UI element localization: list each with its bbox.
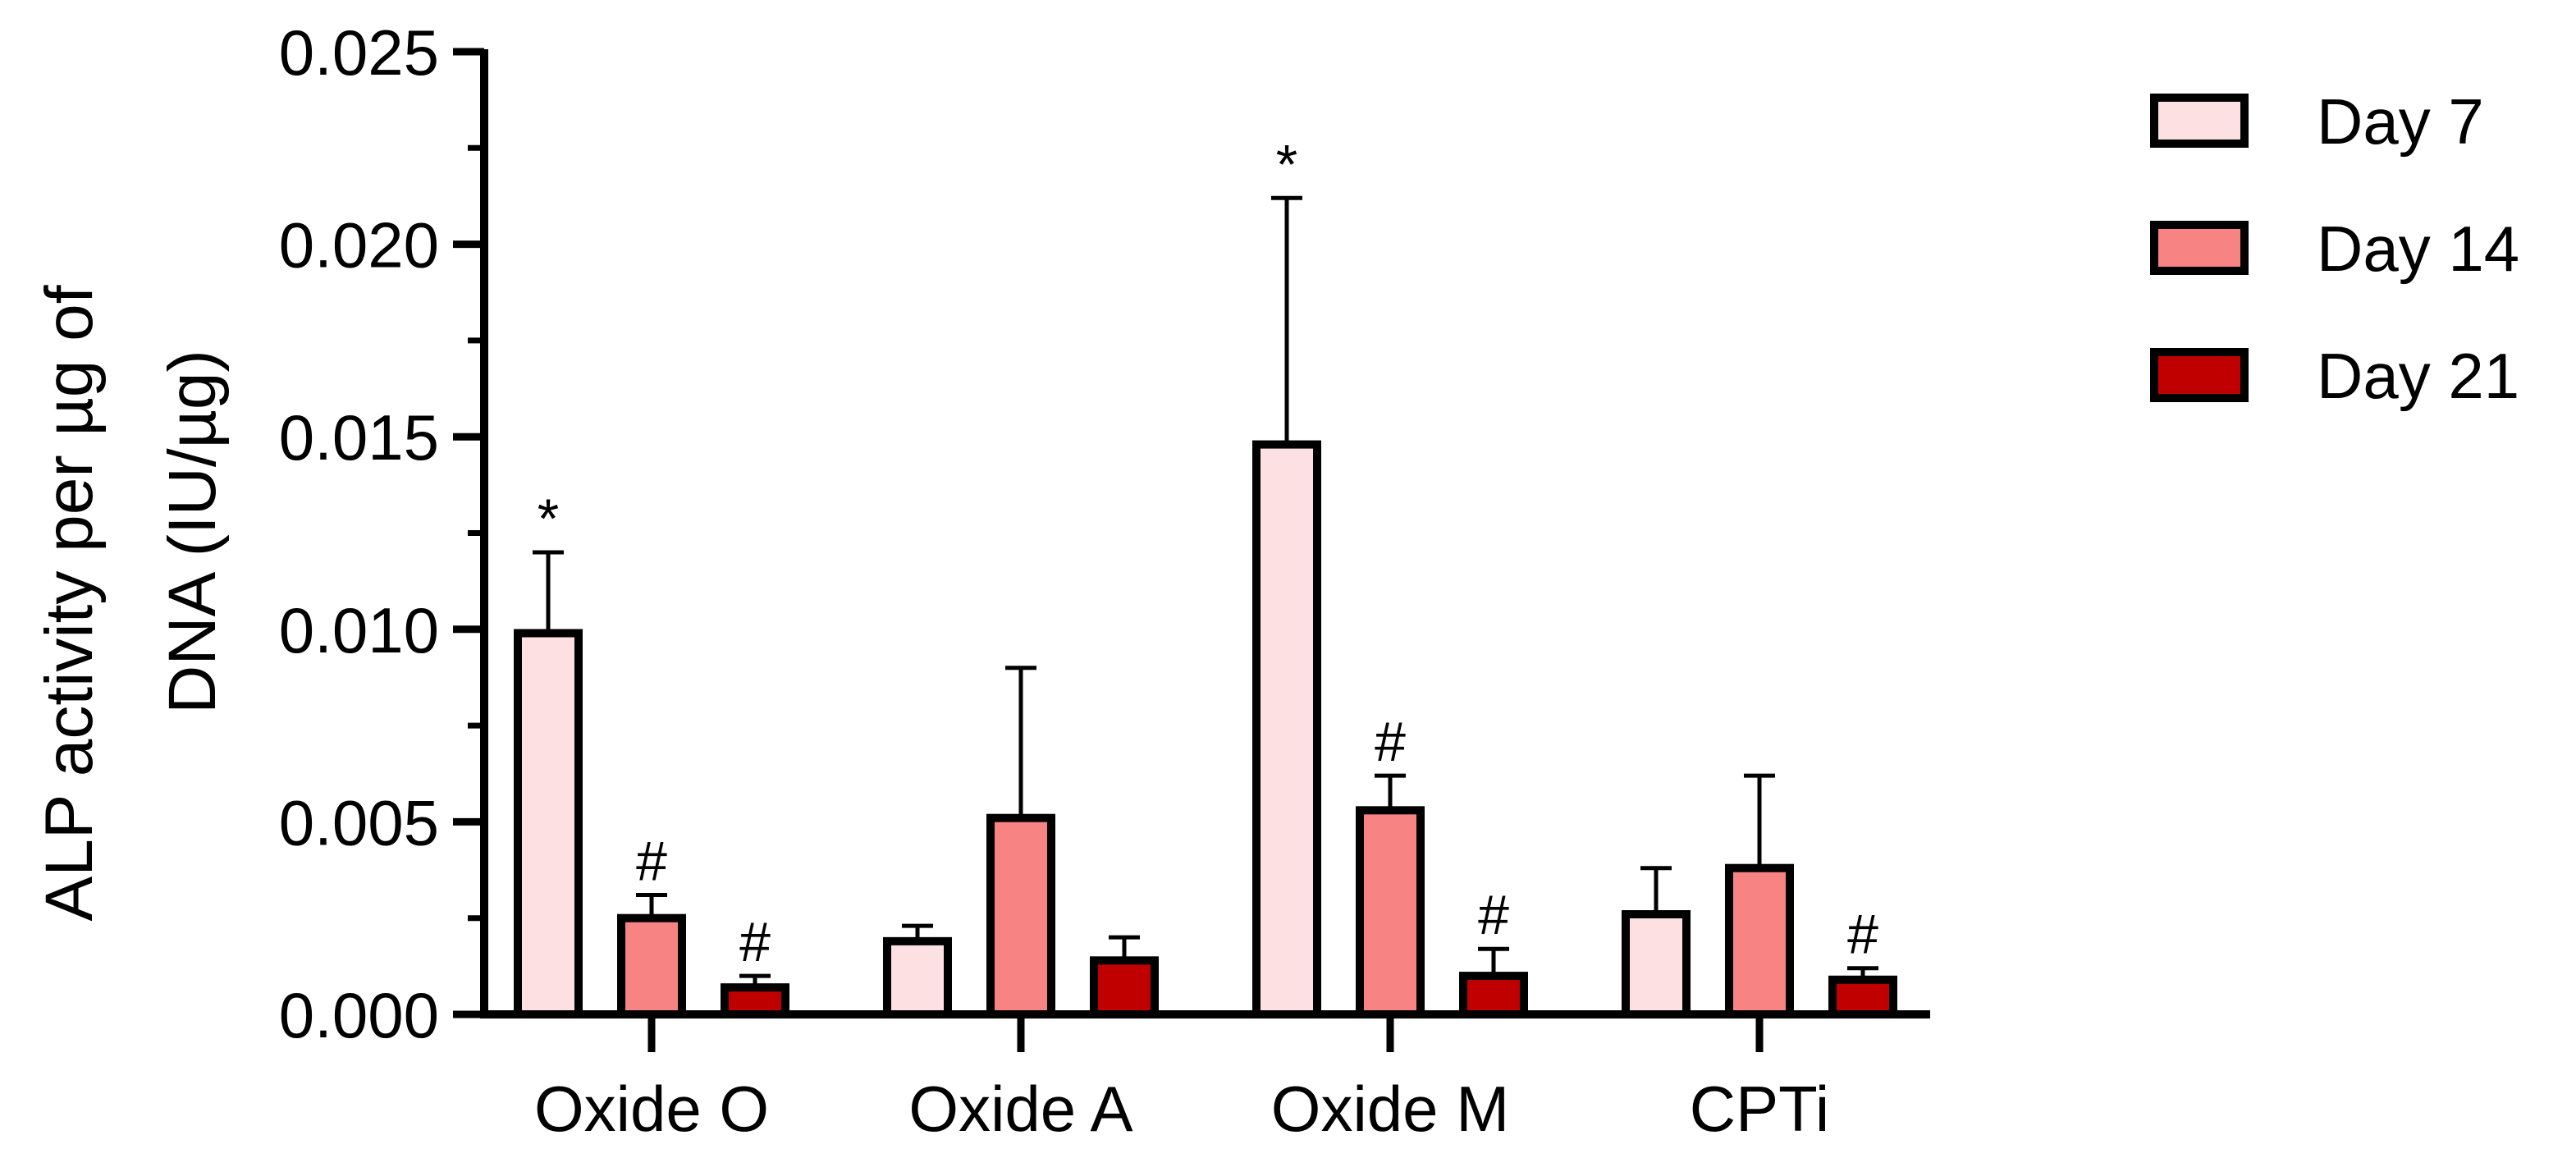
y-axis-title-line-1: ALP activity per µg of (32, 285, 107, 921)
bar-oxide-a-day-21 (1090, 956, 1159, 1019)
y-tick-label-3: 0.015 (279, 401, 439, 474)
legend-swatch-day-21 (2150, 348, 2249, 402)
bar-oxide-a-day-7 (883, 936, 952, 1019)
bar-cpti-day-14 (1725, 863, 1794, 1018)
y-axis-title-line-2: DNA (IU/µg) (155, 350, 230, 714)
axes-layer: 0.000 0.005 0.010 0.015 0.020 0.025 Oxide O Oxi… (279, 16, 1930, 1145)
annotation-oxide-o-day-21: # (739, 911, 771, 973)
annotation-oxide-o-day-7: * (538, 487, 559, 550)
y-tick-label-5: 0.025 (279, 16, 439, 89)
bar-oxide-a-day-14 (986, 813, 1055, 1019)
bars-layer (514, 440, 1897, 1019)
legend-label-day-14: Day 14 (2317, 213, 2519, 285)
bar-cpti-day-7 (1622, 910, 1691, 1019)
x-tick-label-oxide-m: Oxide M (1271, 1073, 1509, 1145)
annotation-oxide-o-day-14: # (636, 831, 667, 893)
legend-swatch-day-7 (2150, 94, 2249, 148)
y-axis-title: ALP activity per µg of DNA (IU/µg) (32, 285, 230, 921)
annotations-layer: * * # # # # # (538, 133, 1878, 973)
x-tick-label-oxide-a: Oxide A (908, 1073, 1132, 1145)
annotation-oxide-m-day-14: # (1375, 711, 1406, 773)
legend-swatch-day-14 (2150, 221, 2249, 275)
bar-oxide-o-day-14 (617, 913, 686, 1018)
annotation-oxide-m-day-21: # (1478, 884, 1509, 946)
y-tick-label-4: 0.020 (279, 209, 439, 281)
error-bars-layer (533, 195, 1878, 988)
y-tick-label-1: 0.005 (279, 786, 439, 858)
y-tick-label-0: 0.000 (279, 979, 439, 1051)
legend-label-day-7: Day 7 (2317, 85, 2484, 158)
legend: Day 7 Day 14 Day 21 (2150, 85, 2519, 412)
annotation-cpti-day-21: # (1847, 904, 1878, 966)
bar-cpti-day-21 (1828, 975, 1897, 1018)
bar-oxide-m-day-21 (1459, 972, 1528, 1018)
x-tick-label-cpti: CPTi (1690, 1073, 1829, 1145)
x-tick-label-oxide-o: Oxide O (534, 1073, 769, 1145)
bar-oxide-m-day-14 (1356, 806, 1425, 1018)
legend-label-day-21: Day 21 (2317, 340, 2519, 412)
bar-oxide-o-day-7 (514, 629, 583, 1018)
y-tick-label-2: 0.010 (279, 594, 439, 666)
annotation-oxide-m-day-7: * (1276, 133, 1297, 195)
bar-oxide-m-day-7 (1252, 440, 1321, 1018)
